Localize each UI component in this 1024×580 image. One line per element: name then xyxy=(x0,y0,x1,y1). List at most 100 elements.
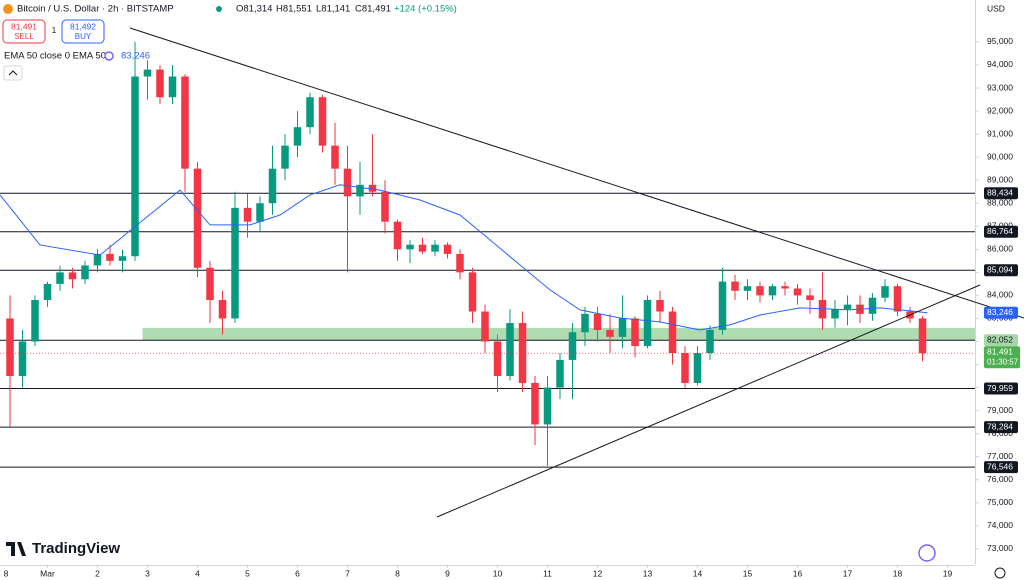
candle-body xyxy=(731,281,739,291)
y-tick-label: 90,000 xyxy=(987,151,1013,161)
candle-body xyxy=(31,300,39,342)
candle-body xyxy=(643,300,652,347)
indicator-value: 83,246 xyxy=(121,51,150,62)
y-tick-label: 93,000 xyxy=(987,82,1013,92)
x-tick-label: 18 xyxy=(893,568,903,578)
replay-icon[interactable] xyxy=(918,544,936,562)
y-tick-label: 94,000 xyxy=(987,59,1013,69)
candle-body xyxy=(531,382,539,425)
candle-body xyxy=(131,76,139,257)
currency: USD xyxy=(987,3,1005,13)
candle-body xyxy=(243,207,252,222)
candle-body xyxy=(356,184,364,197)
candle-body xyxy=(668,311,677,354)
sell-button[interactable]: 81,491 SELL xyxy=(2,19,46,44)
level-tag-label: 88,434 xyxy=(987,187,1013,197)
candle-body xyxy=(506,323,514,377)
y-tick-label: 95,000 xyxy=(987,36,1013,46)
ema-line xyxy=(0,184,928,331)
candle-body xyxy=(831,309,839,319)
y-tick-label: 73,000 xyxy=(987,543,1013,553)
candle-body xyxy=(806,295,814,301)
buy-price[interactable]: 81,492 xyxy=(70,21,96,31)
level-tag xyxy=(984,382,1018,395)
collapse-icon[interactable] xyxy=(8,70,18,76)
y-tick-label: 74,000 xyxy=(987,520,1013,530)
candle-body xyxy=(768,286,777,296)
ema-tag xyxy=(984,306,1018,319)
candle-body xyxy=(781,286,789,289)
level-tag xyxy=(984,334,1018,347)
sell-box[interactable] xyxy=(2,19,46,44)
spread: 1 xyxy=(52,26,57,35)
sell-price[interactable]: 81,491 xyxy=(11,21,37,31)
x-tick-label: 5 xyxy=(245,568,250,578)
candle-body xyxy=(306,97,314,128)
candle-body xyxy=(6,318,14,377)
trendline-down xyxy=(129,27,1024,319)
collapse-button[interactable] xyxy=(3,65,23,81)
candle-body xyxy=(368,184,377,192)
candle-body xyxy=(456,253,464,273)
x-tick-label: 6 xyxy=(295,568,300,578)
candle-body xyxy=(81,265,89,280)
x-tick-label: 17 xyxy=(843,568,853,578)
candle-body xyxy=(756,286,764,296)
candle-body xyxy=(618,318,627,337)
level-tag-label: 76,546 xyxy=(987,461,1013,471)
level-tag xyxy=(984,461,1018,474)
ohlc-open: O81,314 xyxy=(236,4,272,15)
candle-body xyxy=(568,332,577,360)
logo-text: TradingView xyxy=(32,540,120,557)
buy-button[interactable]: 81,492 BUY xyxy=(61,19,105,44)
candle-body xyxy=(868,297,877,314)
candle-body xyxy=(281,145,289,169)
buy-box[interactable] xyxy=(61,19,105,44)
y-tick-label: 88,000 xyxy=(987,197,1013,207)
sell-label[interactable]: SELL xyxy=(14,32,34,41)
btc-icon xyxy=(3,4,13,14)
level-tag-label: 82,052 xyxy=(987,335,1013,345)
plot-area xyxy=(0,41,975,468)
candle-body xyxy=(581,313,589,333)
candle-body xyxy=(593,313,602,330)
candle-body xyxy=(543,387,552,425)
candle-body xyxy=(231,207,239,319)
y-tick-label: 79,000 xyxy=(987,405,1013,415)
x-tick-label: 19 xyxy=(943,568,953,578)
candle-body xyxy=(331,145,339,169)
candle-body xyxy=(693,353,702,383)
buy-label[interactable]: BUY xyxy=(75,32,92,41)
y-tick-label: 84,000 xyxy=(987,290,1013,300)
candle-body xyxy=(18,341,27,377)
ohlc-high: H81,551 xyxy=(276,4,312,15)
ohlc-close: C81,491 xyxy=(355,4,391,15)
candle-body xyxy=(418,244,427,252)
candle-body xyxy=(481,311,489,342)
x-tick-label: 11 xyxy=(543,568,552,578)
y-tick-label: 75,000 xyxy=(987,497,1013,507)
x-tick-label: 3 xyxy=(145,568,150,578)
candle-body xyxy=(468,272,477,312)
candle-body xyxy=(431,244,439,252)
y-tick-label: 89,000 xyxy=(987,174,1013,184)
x-tick-label: 14 xyxy=(693,568,703,578)
settings-icon[interactable] xyxy=(994,567,1006,579)
x-tick-label: 12 xyxy=(593,568,603,578)
y-tick-label: 87,000 xyxy=(987,221,1013,231)
countdown: 01:30:57 xyxy=(987,357,1019,366)
symbol-title: Bitcoin / U.S. Dollar · 2h · BITSTAMP xyxy=(17,4,174,15)
candle-body xyxy=(293,127,302,146)
candle-body xyxy=(93,253,102,266)
candle-body xyxy=(893,286,902,312)
candle-body xyxy=(256,203,264,222)
candle-body xyxy=(393,221,402,250)
level-tag xyxy=(984,187,1018,200)
indicator-label: EMA 50 close 0 EMA 50 xyxy=(4,51,106,62)
level-tag-label: 86,764 xyxy=(987,226,1013,236)
candle-body xyxy=(143,69,152,77)
candle-body xyxy=(168,76,177,98)
candle-body xyxy=(443,244,452,254)
